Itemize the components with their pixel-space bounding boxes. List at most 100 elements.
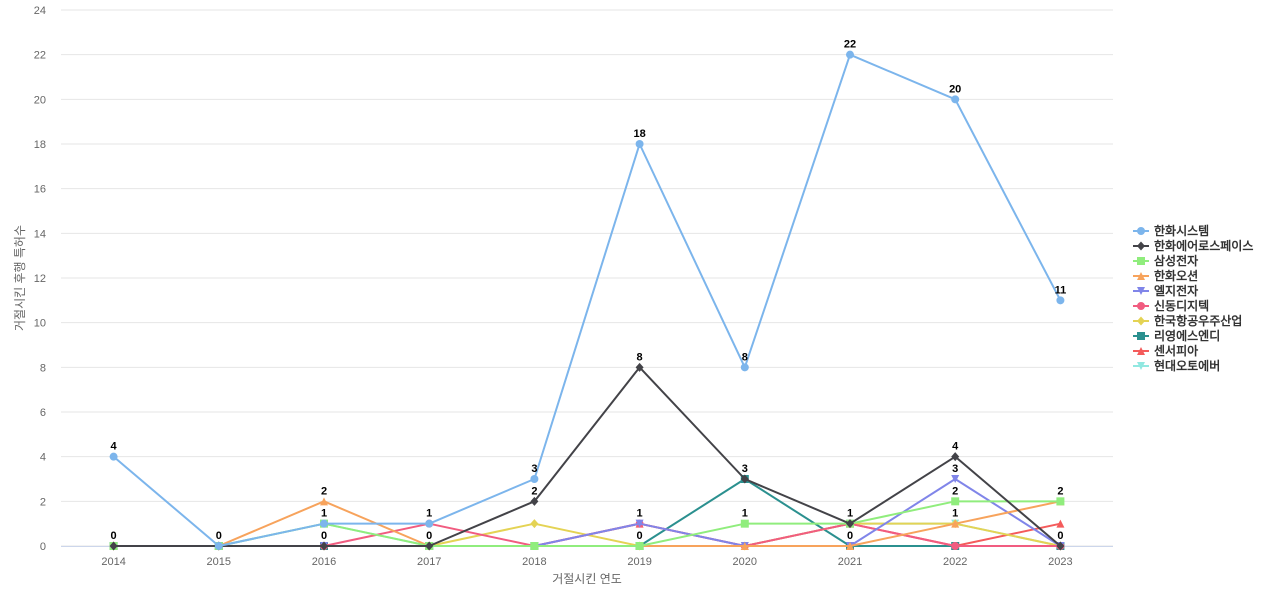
series-line bbox=[112, 478, 1062, 547]
data-label: 3 bbox=[742, 463, 748, 475]
y-tick-label: 12 bbox=[34, 273, 46, 285]
y-tick-label: 10 bbox=[34, 318, 46, 330]
data-label: 3 bbox=[531, 463, 537, 475]
x-tick-label: 2016 bbox=[312, 556, 336, 568]
series-1 bbox=[109, 362, 1065, 551]
x-tick-label: 2018 bbox=[522, 556, 546, 568]
legend-marker bbox=[1137, 347, 1145, 355]
series bbox=[109, 50, 1065, 551]
y-tick-label: 2 bbox=[40, 496, 46, 508]
x-axis-ticks: 2014 2015 2016 2017 2018 2019 2020 2021 2022 2023 bbox=[101, 556, 1072, 568]
data-label: 0 bbox=[111, 530, 117, 542]
y-tick-label: 22 bbox=[34, 50, 46, 62]
data-point bbox=[846, 50, 854, 59]
data-label: 1 bbox=[637, 508, 643, 520]
data-point bbox=[530, 542, 539, 550]
legend-item[interactable]: 신동디지텍 bbox=[1133, 298, 1209, 313]
legend-item[interactable]: 삼성전자 bbox=[1133, 253, 1198, 268]
legend-item[interactable]: 현대오토에버 bbox=[1133, 358, 1220, 373]
data-label: 11 bbox=[1055, 284, 1067, 296]
y-axis-title: 거절시킨 후행 특허수 bbox=[12, 225, 27, 331]
x-tick-label: 2014 bbox=[101, 556, 125, 568]
legend-item[interactable]: 리영에스엔디 bbox=[1133, 328, 1220, 343]
series-line bbox=[112, 478, 1062, 547]
y-tick-label: 0 bbox=[40, 541, 46, 553]
data-point bbox=[846, 519, 854, 529]
data-label: 0 bbox=[216, 530, 222, 542]
data-label: 2 bbox=[952, 485, 958, 497]
legend-item[interactable]: 엘지전자 bbox=[1133, 283, 1198, 298]
data-point bbox=[214, 542, 223, 550]
x-tick-label: 2022 bbox=[943, 556, 967, 568]
data-point bbox=[1056, 519, 1065, 528]
legend-label: 한화시스템 bbox=[1154, 223, 1209, 238]
series-line bbox=[112, 53, 1062, 547]
legend-label: 리영에스엔디 bbox=[1154, 328, 1220, 343]
y-tick-label: 14 bbox=[34, 228, 46, 240]
data-point bbox=[951, 452, 960, 462]
legend-marker bbox=[1137, 287, 1145, 295]
legend-label: 현대오토에버 bbox=[1154, 358, 1220, 373]
series-line bbox=[112, 366, 1062, 547]
data-point bbox=[635, 519, 644, 528]
legend-marker bbox=[1137, 241, 1145, 251]
data-label: 1 bbox=[426, 508, 432, 520]
legend-label: 한화에어로스페이스 bbox=[1154, 238, 1253, 253]
data-point bbox=[109, 452, 118, 461]
data-point bbox=[320, 497, 328, 506]
data-label: 0 bbox=[321, 530, 327, 542]
legend-item[interactable]: 한국항공우주산업 bbox=[1133, 313, 1242, 328]
data-label: 0 bbox=[1057, 530, 1063, 542]
legend: 한화시스템한화에어로스페이스삼성전자한화오션엘지전자신동디지텍한국항공우주산업리… bbox=[1133, 223, 1253, 373]
data-label: 18 bbox=[633, 128, 645, 140]
legend-label: 센서피아 bbox=[1154, 343, 1198, 358]
y-tick-label: 24 bbox=[34, 5, 46, 17]
data-label: 2 bbox=[1057, 485, 1063, 497]
data-point bbox=[740, 542, 749, 550]
y-tick-label: 16 bbox=[34, 184, 46, 196]
data-point bbox=[530, 475, 539, 483]
data-point bbox=[425, 519, 434, 528]
data-point bbox=[951, 475, 960, 483]
data-point bbox=[530, 496, 539, 506]
data-label: 1 bbox=[321, 508, 327, 520]
x-tick-label: 2023 bbox=[1048, 556, 1072, 568]
y-tick-label: 6 bbox=[40, 407, 46, 419]
legend-item[interactable]: 한화시스템 bbox=[1133, 223, 1209, 238]
data-point bbox=[320, 541, 328, 551]
x-tick-label: 2021 bbox=[838, 556, 862, 568]
data-label: 4 bbox=[111, 441, 118, 453]
data-point bbox=[951, 519, 960, 528]
data-point bbox=[635, 362, 644, 372]
legend-marker bbox=[1137, 332, 1145, 340]
legend-marker bbox=[1137, 272, 1145, 280]
legend-item[interactable]: 한화오션 bbox=[1133, 268, 1198, 283]
data-point bbox=[951, 95, 960, 104]
legend-item[interactable]: 한화에어로스페이스 bbox=[1133, 238, 1253, 253]
data-point bbox=[425, 541, 434, 551]
legend-marker bbox=[1137, 316, 1145, 326]
data-label: 2 bbox=[531, 485, 537, 497]
legend-marker bbox=[1137, 302, 1145, 310]
legend-item[interactable]: 센서피아 bbox=[1133, 343, 1198, 358]
x-tick-label: 2017 bbox=[417, 556, 441, 568]
legend-label: 신동디지텍 bbox=[1154, 298, 1209, 313]
data-label: 0 bbox=[426, 530, 432, 542]
data-label: 1 bbox=[742, 508, 748, 520]
legend-label: 엘지전자 bbox=[1154, 283, 1198, 298]
legend-marker bbox=[1137, 362, 1145, 370]
data-point bbox=[846, 542, 854, 550]
data-point bbox=[740, 474, 749, 484]
data-point bbox=[951, 497, 960, 506]
data-label: 22 bbox=[844, 39, 856, 51]
x-tick-label: 2019 bbox=[627, 556, 651, 568]
data-label: 8 bbox=[637, 351, 643, 363]
data-label: 4 bbox=[952, 441, 959, 453]
data-point bbox=[1056, 497, 1065, 506]
legend-label: 삼성전자 bbox=[1154, 253, 1198, 268]
y-tick-label: 18 bbox=[34, 139, 46, 151]
data-point bbox=[320, 519, 328, 528]
x-tick-label: 2015 bbox=[207, 556, 231, 568]
data-point bbox=[1056, 541, 1065, 551]
